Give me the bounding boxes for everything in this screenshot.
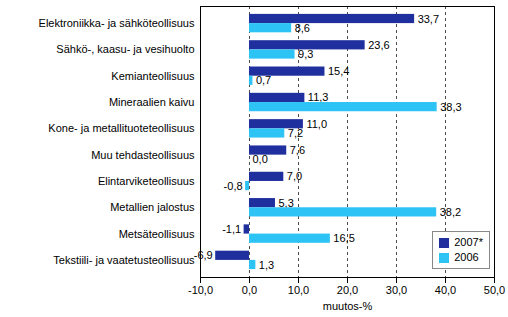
svg-text:Sähkö-, kaasu- ja vesihuolto: Sähkö-, kaasu- ja vesihuolto — [56, 43, 194, 55]
svg-text:30,0: 30,0 — [386, 284, 407, 296]
svg-text:9,3: 9,3 — [298, 48, 313, 60]
svg-text:Kone- ja metallituoteteollisuu: Kone- ja metallituoteteollisuus — [48, 122, 195, 134]
svg-text:-6,9: -6,9 — [194, 249, 213, 261]
svg-text:38,2: 38,2 — [440, 206, 461, 218]
svg-text:10,0: 10,0 — [288, 284, 309, 296]
svg-text:0,7: 0,7 — [256, 74, 271, 86]
svg-text:20,0: 20,0 — [337, 284, 358, 296]
svg-text:Metallien jalostus: Metallien jalostus — [110, 201, 195, 213]
html-text:2006: 2006 — [454, 251, 479, 263]
svg-text:Elintarviketeollisuus: Elintarviketeollisuus — [98, 175, 195, 187]
svg-text:-0,8: -0,8 — [224, 180, 243, 192]
html-text:2007*: 2007* — [454, 236, 483, 248]
svg-text:0,0: 0,0 — [253, 153, 268, 165]
svg-text:38,3: 38,3 — [440, 101, 461, 113]
svg-text:7,2: 7,2 — [288, 127, 303, 139]
svg-text:Metsäteollisuus: Metsäteollisuus — [119, 228, 195, 240]
svg-text:5,3: 5,3 — [278, 197, 293, 209]
svg-text:11,3: 11,3 — [308, 91, 329, 103]
svg-text:11,0: 11,0 — [306, 118, 327, 130]
svg-text:16,5: 16,5 — [333, 232, 354, 244]
svg-text:8,6: 8,6 — [295, 22, 310, 34]
svg-text:7,0: 7,0 — [287, 170, 302, 182]
svg-text:-10,0: -10,0 — [188, 284, 213, 296]
svg-text:Muu tehdasteollisuus: Muu tehdasteollisuus — [91, 149, 195, 161]
svg-text:muutos-%: muutos-% — [323, 300, 373, 312]
svg-text:0,0: 0,0 — [242, 284, 257, 296]
svg-text:50,0: 50,0 — [484, 284, 505, 296]
svg-text:Kemianteollisuus: Kemianteollisuus — [111, 70, 195, 82]
svg-text:23,6: 23,6 — [368, 39, 389, 51]
svg-text:Elektroniikka- ja sähköteollis: Elektroniikka- ja sähköteollisuus — [39, 17, 195, 29]
svg-text:1,3: 1,3 — [259, 259, 274, 271]
svg-text:7,6: 7,6 — [290, 144, 305, 156]
svg-text:40,0: 40,0 — [435, 284, 456, 296]
svg-text:15,4: 15,4 — [328, 65, 349, 77]
svg-text:Mineraalien kaivu: Mineraalien kaivu — [109, 96, 195, 108]
svg-text:-1,1: -1,1 — [222, 223, 241, 235]
svg-text:33,7: 33,7 — [418, 13, 439, 25]
svg-text:Tekstiili- ja vaatetusteollisu: Tekstiili- ja vaatetusteollisuus — [53, 254, 195, 266]
